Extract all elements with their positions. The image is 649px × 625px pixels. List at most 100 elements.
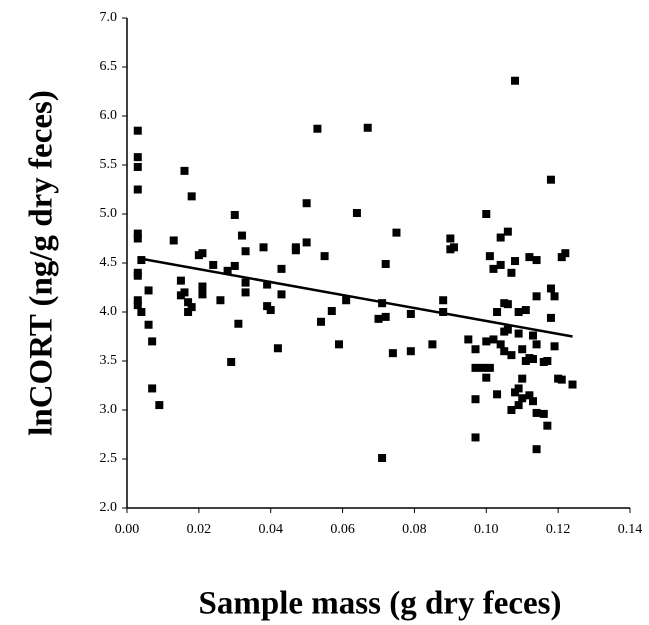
point <box>184 308 193 316</box>
point <box>273 344 282 353</box>
point <box>493 308 502 316</box>
point <box>184 298 193 307</box>
point <box>528 331 537 340</box>
point <box>485 252 494 261</box>
point <box>133 301 142 310</box>
point <box>489 264 498 273</box>
point <box>471 363 480 372</box>
y-axis-title: lnCORT (ng/g dry feces) <box>24 90 60 436</box>
point <box>464 335 473 344</box>
point <box>198 249 207 258</box>
point <box>503 227 512 236</box>
point <box>148 337 157 346</box>
point <box>241 288 250 297</box>
point <box>428 340 437 349</box>
point <box>133 126 142 135</box>
point <box>511 257 520 266</box>
point <box>528 355 537 364</box>
point <box>532 340 541 349</box>
point <box>223 266 232 275</box>
point <box>263 280 272 289</box>
point <box>209 260 218 269</box>
y-tick-label: 7.0 <box>100 10 118 25</box>
point <box>334 340 343 349</box>
y-tick-label: 2.5 <box>100 451 118 466</box>
point <box>277 264 286 273</box>
point <box>234 319 243 328</box>
y-tick-label: 3.5 <box>100 353 118 368</box>
point <box>241 278 250 287</box>
point <box>482 337 491 346</box>
point <box>144 286 153 295</box>
point <box>259 243 268 252</box>
point <box>227 357 236 366</box>
point <box>169 236 178 245</box>
point <box>532 256 541 265</box>
point <box>546 175 555 184</box>
point <box>133 162 142 171</box>
point <box>381 259 390 268</box>
point <box>176 276 185 285</box>
point <box>485 363 494 372</box>
y-tick-label: 6.0 <box>100 108 118 123</box>
point <box>148 384 157 393</box>
point <box>561 249 570 258</box>
point <box>291 246 300 255</box>
point <box>518 394 527 403</box>
point <box>439 296 448 305</box>
point <box>482 373 491 382</box>
point <box>493 390 502 399</box>
point <box>471 433 480 442</box>
point <box>507 406 516 414</box>
point <box>525 253 534 262</box>
point <box>320 252 329 261</box>
point <box>277 290 286 299</box>
point <box>471 395 480 404</box>
point <box>133 153 142 162</box>
point <box>446 234 455 243</box>
x-tick-label: 0.08 <box>402 522 427 537</box>
point <box>388 349 397 358</box>
point <box>198 282 207 291</box>
point <box>496 340 505 349</box>
point <box>532 408 541 417</box>
y-tick-label: 2.0 <box>100 500 118 515</box>
point <box>546 284 555 293</box>
point <box>302 238 311 247</box>
point <box>133 229 142 238</box>
point <box>532 445 541 454</box>
point <box>507 268 516 277</box>
point <box>478 363 487 372</box>
point <box>503 300 512 309</box>
point <box>327 307 336 316</box>
point <box>518 345 527 354</box>
point <box>144 320 153 329</box>
y-tick-label: 4.5 <box>100 255 118 270</box>
point <box>317 317 326 326</box>
point <box>471 345 480 354</box>
x-tick-label: 0.14 <box>618 522 643 537</box>
point <box>514 329 523 338</box>
point <box>216 296 225 305</box>
y-tick-label: 3.0 <box>100 402 118 417</box>
point <box>137 308 146 316</box>
point <box>543 357 552 365</box>
x-tick-label: 0.06 <box>330 522 355 537</box>
point <box>378 454 387 463</box>
x-tick-label: 0.00 <box>115 522 140 537</box>
point <box>489 335 498 344</box>
point <box>503 325 512 334</box>
point <box>557 375 566 384</box>
point <box>543 421 552 430</box>
point <box>313 124 322 133</box>
point <box>546 313 555 322</box>
point <box>230 261 239 270</box>
point <box>482 210 491 218</box>
point <box>237 231 246 240</box>
y-tick-label: 4.0 <box>100 304 118 319</box>
point <box>133 185 142 194</box>
point <box>518 374 527 383</box>
point <box>302 199 311 208</box>
point <box>187 192 196 201</box>
